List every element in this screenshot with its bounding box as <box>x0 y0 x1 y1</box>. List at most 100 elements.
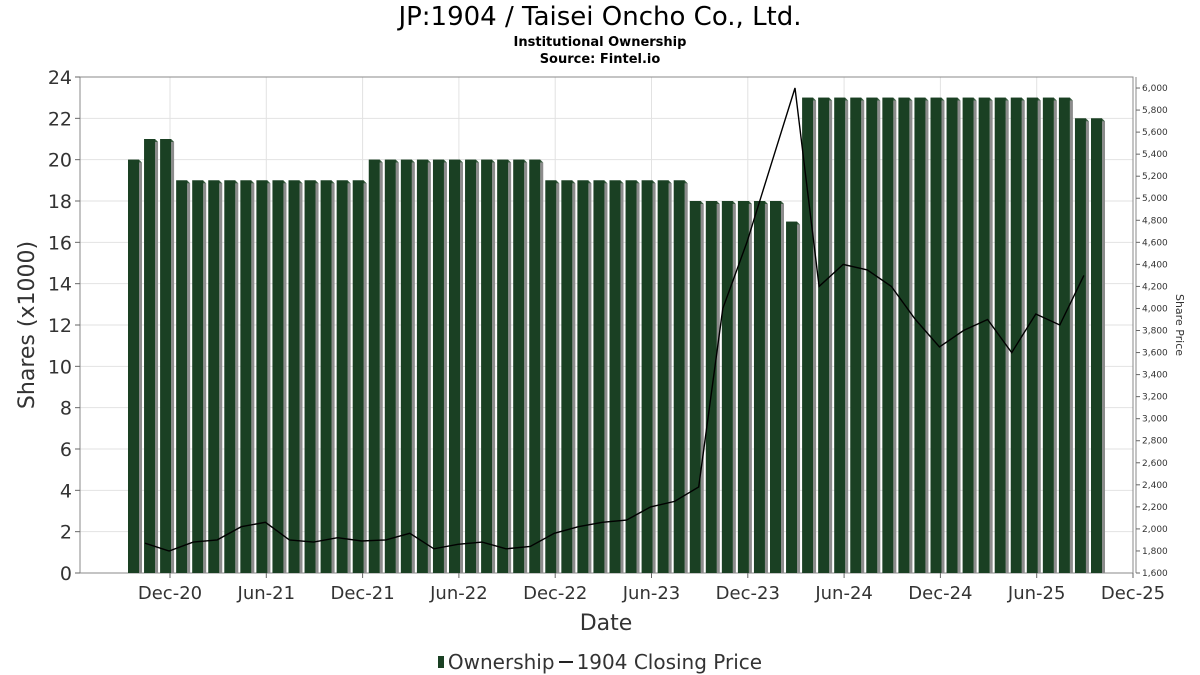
ownership-bar <box>288 180 300 574</box>
x-tick-label: Jun-21 <box>237 583 296 604</box>
ownership-bar-side <box>1102 121 1105 573</box>
ownership-bar-side <box>716 204 720 573</box>
y2-tick-label: 6,000 <box>1142 84 1168 94</box>
ownership-bar <box>449 159 460 573</box>
ownership-bar <box>1074 118 1086 573</box>
ownership-bar <box>770 201 781 573</box>
ownership-bar <box>481 159 493 573</box>
ownership-bar-side <box>1069 100 1073 574</box>
ownership-bar <box>641 180 653 574</box>
ownership-bar-side <box>588 183 592 574</box>
x-tick-label: Dec-23 <box>716 583 780 604</box>
y2-tick-label: 2,600 <box>1142 459 1168 469</box>
ownership-bar-side <box>540 162 544 573</box>
y2-tick-label: 4,800 <box>1142 216 1168 226</box>
ownership-bar <box>962 97 974 574</box>
x-tick-label: Dec-24 <box>908 583 972 604</box>
ownership-bar-side <box>732 204 736 573</box>
ownership-bar <box>432 159 444 573</box>
ownership-bar <box>1042 97 1054 574</box>
y2-tick-label: 5,800 <box>1142 106 1168 116</box>
ownership-bar <box>721 201 733 573</box>
y-tick-label: 4 <box>60 480 72 502</box>
ownership-bar-side <box>315 183 319 574</box>
ownership-bar <box>1091 118 1102 573</box>
ownership-bar-side <box>443 162 447 573</box>
ownership-bar <box>882 97 894 574</box>
ownership-bar-side <box>973 100 977 574</box>
ownership-bar-side <box>331 183 335 574</box>
ownership-bar-side <box>460 162 463 573</box>
ownership-bar-side <box>700 204 704 573</box>
ownership-bar-side <box>620 183 624 574</box>
ownership-bar-side <box>604 183 608 574</box>
ownership-bar-side <box>764 204 768 573</box>
y-tick-label: 22 <box>48 108 72 130</box>
x-tick-label: Dec-22 <box>523 583 587 604</box>
ownership-bar <box>1058 97 1070 574</box>
ownership-bar-side <box>652 183 656 574</box>
ownership-bar <box>673 180 685 574</box>
y2-tick-label: 1,600 <box>1142 569 1168 579</box>
y-tick-label: 24 <box>48 67 72 89</box>
ownership-bar-side <box>748 204 752 573</box>
ownership-bar <box>689 201 701 573</box>
ownership-bar <box>240 180 252 574</box>
y-tick-label: 8 <box>60 398 72 420</box>
ownership-bar <box>352 180 364 574</box>
ownership-bar-side <box>845 100 849 574</box>
ownership-bar-side <box>155 142 159 573</box>
ownership-bar-side <box>476 162 480 573</box>
ownership-bar <box>930 97 942 574</box>
chart-source: Source: Fintel.io <box>539 52 661 67</box>
y2-tick-label: 2,400 <box>1142 481 1168 491</box>
ownership-bar-side <box>203 183 207 574</box>
ownership-bar <box>786 221 798 573</box>
ownership-bar-side <box>925 100 929 574</box>
ownership-bar <box>577 180 589 574</box>
ownership-bar-side <box>941 100 945 574</box>
y2-tick-label: 3,600 <box>1142 349 1168 359</box>
y2-tick-label: 5,000 <box>1142 194 1168 204</box>
ownership-bar-side <box>524 162 528 573</box>
y-tick-label: 6 <box>60 439 72 461</box>
ownership-bar <box>400 159 412 573</box>
ownership-bar-side <box>411 162 415 573</box>
ownership-bar <box>914 97 926 574</box>
ownership-bar-side <box>283 183 287 574</box>
ownership-bar-side <box>556 183 560 574</box>
ownership-bar-side <box>251 183 255 574</box>
ownership-bar <box>994 97 1006 574</box>
ownership-bar-side <box>684 183 688 574</box>
ownership-bar <box>737 201 749 573</box>
ownership-bar <box>1010 97 1022 574</box>
y2-tick-label: 2,000 <box>1142 525 1168 535</box>
y2-tick-label: 5,400 <box>1142 150 1168 160</box>
ownership-bar <box>384 159 396 573</box>
legend-ownership-label: Ownership <box>447 649 555 674</box>
x-tick-label: Jun-25 <box>1007 583 1066 604</box>
ownership-bar-side <box>861 100 865 574</box>
ownership-bar-side <box>139 162 142 573</box>
ownership-bar <box>224 180 236 574</box>
y2-tick-label: 3,200 <box>1142 393 1168 403</box>
ownership-bar <box>128 159 139 573</box>
y2-tick-label: 4,200 <box>1142 282 1168 292</box>
x-tick-label: Jun-22 <box>429 583 488 604</box>
chart-subtitle: Institutional Ownership <box>513 35 687 50</box>
ownership-bar <box>208 180 220 574</box>
ownership-bar-side <box>363 183 367 574</box>
ownership-bar <box>898 97 910 574</box>
y-tick-label: 0 <box>60 563 72 585</box>
ownership-bar <box>144 139 156 573</box>
ownership-bar <box>497 159 509 573</box>
ownership-bar-side <box>219 183 223 574</box>
ownership-bar <box>593 180 605 574</box>
ownership-bar-side <box>1085 121 1089 573</box>
x-axis-label: Date <box>580 611 633 636</box>
ownership-bar-side <box>1021 100 1025 574</box>
ownership-bar <box>465 159 477 573</box>
ownership-bar-side <box>877 100 881 574</box>
ownership-bar-side <box>989 100 993 574</box>
ownership-bar <box>336 180 348 574</box>
